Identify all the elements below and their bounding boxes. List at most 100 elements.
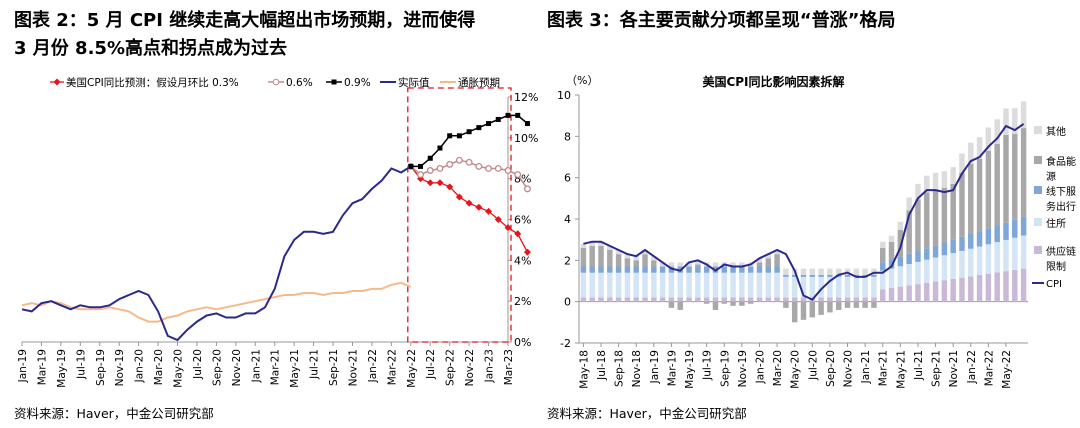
x-axis-tick-label: Jan-19	[649, 350, 661, 384]
y-axis-unit-label: （%）	[566, 74, 598, 87]
stacked-bar-segment	[721, 266, 727, 273]
stacked-bar-segment	[932, 281, 939, 302]
stacked-bar-segment	[695, 264, 701, 267]
x-axis-tick-label: Sep-20	[825, 350, 837, 387]
stacked-bar-segment	[598, 266, 604, 273]
x-axis-tick-label: Nov-21	[948, 350, 960, 387]
stacked-bar-segment	[721, 301, 727, 304]
stacked-bar-segment	[862, 297, 868, 302]
stacked-bar-segment	[607, 272, 613, 298]
stacked-bar-segment	[651, 266, 657, 273]
y-axis-tick-label: 8	[564, 130, 571, 143]
x-axis-tick-label: Jul-20	[192, 349, 204, 380]
stacked-bar-segment	[756, 262, 763, 267]
stacked-bar-segment	[1020, 128, 1027, 217]
y-axis-tick-label: 0%	[514, 336, 531, 349]
stacked-bar-segment	[888, 235, 895, 242]
stacked-bar-segment	[897, 229, 904, 257]
stacked-bar-segment	[941, 242, 948, 256]
x-axis-tick-label: May-21	[289, 349, 301, 388]
stacked-bar-segment	[668, 301, 675, 308]
stacked-bar-segment	[897, 286, 904, 302]
stacked-bar-segment	[976, 275, 983, 302]
stacked-bar-segment	[950, 183, 956, 240]
y-axis-tick-label: 4%	[514, 254, 531, 267]
stacked-bar-segment	[633, 260, 639, 267]
cpi-forecast-line-chart: 12%10%8%6%4%2%0%Jan-19 Mar-19 May-19 Jul-19…	[17, 76, 538, 388]
stacked-bar-segment	[818, 276, 824, 298]
stacked-bar-segment	[703, 297, 710, 302]
stacked-bar-segment	[906, 264, 912, 286]
stacked-bar-segment	[712, 301, 719, 310]
y-axis-tick-label: 6%	[514, 214, 531, 227]
legend-swatch-shelter	[1034, 218, 1042, 226]
cpi-series-line	[583, 123, 1025, 301]
stacked-bar-segment	[959, 277, 965, 302]
x-axis-tick-label: Sep-18	[614, 350, 626, 387]
stacked-bar-segment	[924, 282, 930, 302]
stacked-bar-segment	[941, 187, 948, 243]
stacked-bar-segment	[818, 297, 824, 302]
x-axis-tick-label: Mar-19	[36, 349, 48, 385]
stacked-bar-segment	[580, 272, 587, 298]
forecast-09-point	[447, 133, 453, 139]
stacked-bar-segment	[800, 301, 807, 320]
stacked-bar-segment	[862, 301, 868, 308]
legend-swatch-supply-chain	[1034, 246, 1042, 254]
x-axis-tick-label: Jul-19	[75, 349, 87, 380]
stacked-bar-segment	[853, 268, 860, 275]
stacked-bar-segment	[739, 301, 745, 306]
stacked-bar-segment	[668, 297, 675, 302]
x-axis-tick-label: Jul-19	[702, 350, 714, 381]
stacked-bar-segment	[765, 258, 772, 267]
stacked-bar-segment	[880, 270, 886, 290]
forecast-03-point	[475, 203, 483, 211]
legend-label: 食品能	[1046, 155, 1076, 168]
stacked-bar-segment	[853, 301, 860, 308]
stacked-bar-segment	[800, 297, 807, 302]
stacked-bar-segment	[1020, 216, 1027, 236]
stacked-bar-segment	[1012, 219, 1018, 238]
legend-label: 0.9%	[344, 77, 371, 89]
forecast-03-point	[426, 179, 434, 187]
stacked-bar-segment	[1003, 134, 1009, 223]
stacked-bar-segment	[994, 242, 1000, 273]
stacked-bar-segment	[624, 254, 631, 259]
stacked-bar-segment	[695, 272, 701, 298]
forecast-09-point	[515, 112, 521, 118]
stacked-bar-segment	[1020, 101, 1027, 129]
forecast-03-point	[455, 193, 463, 201]
stacked-bar-segment	[835, 276, 842, 298]
x-axis-tick-label: Mar-23	[503, 349, 515, 385]
stacked-bar-segment	[739, 262, 745, 267]
stacked-bar-segment	[924, 248, 930, 260]
right-chart-source: 资料来源：Haver，中金公司研究部	[547, 406, 747, 421]
chart-title: 美国CPI同比影响因素拆解	[702, 74, 844, 89]
stacked-bar-segment	[589, 266, 595, 273]
stacked-bar-segment	[1003, 239, 1009, 272]
x-axis-tick-label: Nov-22	[464, 349, 476, 386]
stacked-bar-segment	[994, 272, 1000, 302]
stacked-bar-segment	[747, 297, 754, 302]
y-axis-tick-label: 10	[557, 89, 571, 102]
stacked-bar-segment	[686, 272, 692, 298]
stacked-bar-segment	[607, 250, 613, 267]
stacked-bar-segment	[853, 276, 860, 298]
stacked-bar-segment	[633, 266, 639, 273]
actual-series-line	[21, 165, 412, 342]
stacked-bar-segment	[976, 231, 983, 247]
left-chart-source: 资料来源：Haver，中金公司研究部	[14, 406, 214, 421]
stacked-bar-segment	[968, 163, 974, 234]
stacked-bar-segment	[607, 297, 613, 302]
x-axis-tick-label: Jan-22	[966, 350, 978, 384]
stacked-bar-segment	[624, 297, 631, 302]
x-axis-tick-label: Nov-20	[843, 350, 855, 387]
stacked-bar-segment	[783, 268, 789, 275]
stacked-bar-segment	[880, 247, 886, 263]
stacked-bar-segment	[624, 258, 631, 267]
stacked-bar-segment	[791, 276, 798, 298]
x-axis-tick-label: Jan-23	[484, 349, 496, 383]
forecast-06-point	[417, 171, 424, 179]
stacked-bar-segment	[1003, 271, 1009, 302]
stacked-bar-segment	[589, 245, 595, 267]
